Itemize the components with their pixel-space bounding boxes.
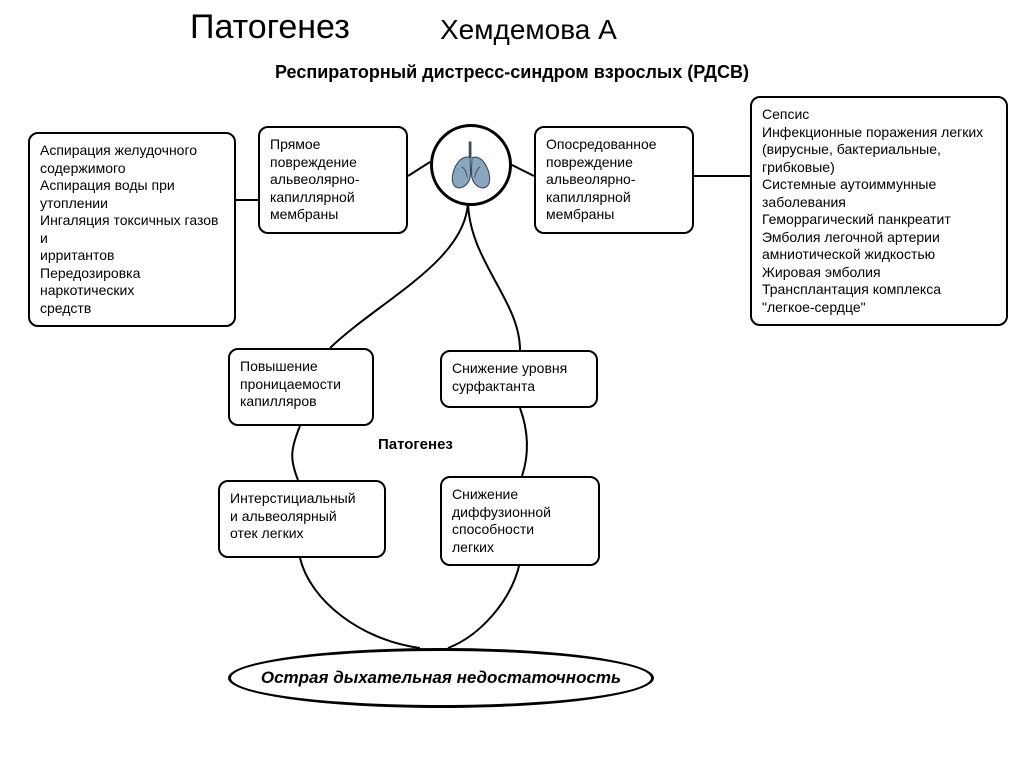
box-diff: Снижениедиффузионнойспособностилегких: [440, 476, 600, 566]
outcome-text: Острая дыхательная недостаточность: [261, 668, 621, 688]
box-indirect: Опосредованноеповреждениеальвеолярно-кап…: [534, 126, 694, 234]
box-left_causes: Аспирация желудочногосодержимогоАспираци…: [28, 132, 236, 327]
diagram-subtitle: Респираторный дистресс-синдром взрослых …: [0, 62, 1024, 83]
box-surf: Снижение уровнясурфактанта: [440, 350, 598, 408]
outcome-oval: Острая дыхательная недостаточность: [228, 648, 654, 708]
box-direct: Прямоеповреждениеальвеолярно-капиллярной…: [258, 126, 408, 234]
diagram-canvas: Патогенез Хемдемова А Респираторный дист…: [0, 0, 1024, 767]
page-title: Патогенез: [190, 8, 350, 47]
box-right_causes: СепсисИнфекционные поражения легких(виру…: [750, 96, 1008, 326]
center-label: Патогенез: [378, 436, 453, 453]
box-perm: Повышениепроницаемостикапилляров: [228, 348, 374, 426]
author-name: Хемдемова А: [440, 14, 617, 46]
box-edema: Интерстициальныйи альвеолярныйотек легки…: [218, 480, 386, 558]
lungs-icon: [430, 124, 512, 206]
